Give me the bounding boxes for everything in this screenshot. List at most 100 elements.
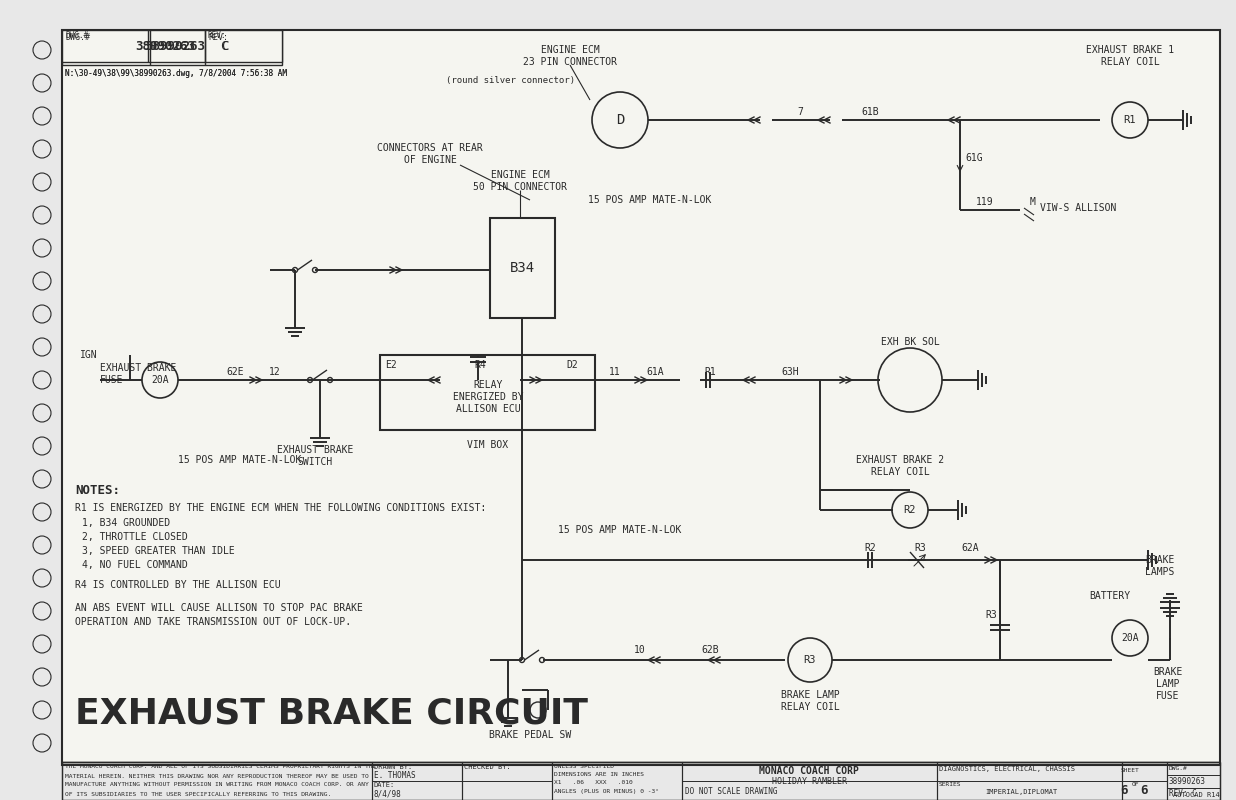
Text: 15 POS AMP MATE-N-LOK: 15 POS AMP MATE-N-LOK bbox=[588, 195, 712, 205]
Text: OF ITS SUBSIDIARIES TO THE USER SPECIFICALLY REFERRING TO THIS DRAWING.: OF ITS SUBSIDIARIES TO THE USER SPECIFIC… bbox=[66, 791, 331, 797]
Text: 119: 119 bbox=[976, 197, 994, 207]
Text: IMPERIAL,DIPLOMAT: IMPERIAL,DIPLOMAT bbox=[985, 789, 1057, 795]
Circle shape bbox=[33, 503, 51, 521]
Circle shape bbox=[33, 272, 51, 290]
Bar bbox=[489, 218, 555, 318]
Text: DIAGNOSTICS, ELECTRICAL, CHASSIS: DIAGNOSTICS, ELECTRICAL, CHASSIS bbox=[939, 766, 1075, 772]
Text: 62E: 62E bbox=[226, 367, 243, 377]
Text: 61A: 61A bbox=[646, 367, 664, 377]
Bar bbox=[1167, 762, 1220, 800]
Text: D: D bbox=[616, 113, 624, 127]
Text: R2: R2 bbox=[864, 543, 876, 553]
Circle shape bbox=[33, 470, 51, 488]
Text: 6: 6 bbox=[1120, 785, 1127, 798]
Text: LAMP: LAMP bbox=[1156, 679, 1179, 689]
Circle shape bbox=[308, 378, 313, 382]
Text: R3: R3 bbox=[915, 543, 926, 553]
Text: D2: D2 bbox=[566, 360, 578, 370]
Circle shape bbox=[33, 602, 51, 620]
Text: FUSE: FUSE bbox=[100, 375, 124, 385]
Text: EXHAUST BRAKE: EXHAUST BRAKE bbox=[100, 363, 177, 373]
Text: EXH BK SOL: EXH BK SOL bbox=[880, 337, 939, 347]
Text: 61B: 61B bbox=[861, 107, 879, 117]
Circle shape bbox=[293, 267, 298, 273]
Text: HOLIDAY RAMBLER: HOLIDAY RAMBLER bbox=[771, 777, 847, 786]
Circle shape bbox=[33, 701, 51, 719]
Text: N:\30-49\38\99\38990263.dwg, 7/8/2004 7:56:38 AM: N:\30-49\38\99\38990263.dwg, 7/8/2004 7:… bbox=[66, 69, 287, 78]
Text: R1: R1 bbox=[1124, 115, 1136, 125]
Bar bbox=[462, 762, 552, 800]
Text: EXHAUST BRAKE CIRCUIT: EXHAUST BRAKE CIRCUIT bbox=[75, 697, 588, 731]
Text: MATERIAL HEREIN. NEITHER THIS DRAWING NOR ANY REPRODUCTION THEREOF MAY BE USED T: MATERIAL HEREIN. NEITHER THIS DRAWING NO… bbox=[66, 774, 368, 778]
Text: SERIES: SERIES bbox=[939, 782, 962, 786]
Text: 12: 12 bbox=[269, 367, 281, 377]
Circle shape bbox=[33, 338, 51, 356]
Circle shape bbox=[33, 635, 51, 653]
Circle shape bbox=[33, 734, 51, 752]
Text: R1 IS ENERGIZED BY THE ENGINE ECM WHEN THE FOLLOWING CONDITIONS EXIST:: R1 IS ENERGIZED BY THE ENGINE ECM WHEN T… bbox=[75, 503, 486, 513]
Text: 11: 11 bbox=[609, 367, 620, 377]
Text: 23 PIN CONNECTOR: 23 PIN CONNECTOR bbox=[523, 57, 617, 67]
Text: FUSE: FUSE bbox=[1156, 691, 1179, 701]
Text: BRAKE LAMP: BRAKE LAMP bbox=[781, 690, 839, 700]
Text: 6: 6 bbox=[1141, 785, 1148, 798]
Text: VIM BOX: VIM BOX bbox=[467, 440, 508, 450]
Text: 7: 7 bbox=[797, 107, 803, 117]
Text: 63H: 63H bbox=[781, 367, 798, 377]
Text: 20A: 20A bbox=[151, 375, 169, 385]
Circle shape bbox=[33, 41, 51, 59]
Text: M: M bbox=[1030, 197, 1036, 207]
Text: E2: E2 bbox=[384, 360, 397, 370]
Text: ALLISON ECU: ALLISON ECU bbox=[456, 404, 520, 414]
Text: BATTERY: BATTERY bbox=[1089, 591, 1131, 601]
Text: 50 PIN CONNECTOR: 50 PIN CONNECTOR bbox=[473, 182, 567, 192]
Circle shape bbox=[519, 658, 524, 662]
Text: DO NOT SCALE DRAWING: DO NOT SCALE DRAWING bbox=[685, 786, 777, 795]
Text: BRAKE: BRAKE bbox=[1145, 555, 1174, 565]
Circle shape bbox=[33, 206, 51, 224]
Text: 38990263: 38990263 bbox=[135, 41, 195, 54]
Circle shape bbox=[33, 569, 51, 587]
Text: LAMPS: LAMPS bbox=[1145, 567, 1174, 577]
Text: R3: R3 bbox=[985, 610, 996, 620]
Circle shape bbox=[33, 404, 51, 422]
Text: 38990263: 38990263 bbox=[145, 41, 205, 54]
Text: RELAY: RELAY bbox=[473, 380, 503, 390]
Bar bbox=[379, 355, 595, 430]
Text: R3: R3 bbox=[803, 655, 816, 665]
Text: 62B: 62B bbox=[701, 645, 719, 655]
Text: DWG.#: DWG.# bbox=[66, 33, 90, 42]
Circle shape bbox=[33, 140, 51, 158]
Text: DIMENSIONS ARE IN INCHES: DIMENSIONS ARE IN INCHES bbox=[554, 773, 644, 778]
Text: ENGINE ECM: ENGINE ECM bbox=[540, 45, 599, 55]
Circle shape bbox=[539, 658, 545, 662]
Text: 2, THROTTLE CLOSED: 2, THROTTLE CLOSED bbox=[82, 532, 188, 542]
Bar bbox=[372, 762, 462, 800]
Text: N:\30-49\38\99\38990263.dwg, 7/8/2004 7:56:38 AM: N:\30-49\38\99\38990263.dwg, 7/8/2004 7:… bbox=[66, 69, 287, 78]
Text: ANGLES (PLUS OR MINUS) 0 -3°: ANGLES (PLUS OR MINUS) 0 -3° bbox=[554, 790, 659, 794]
Circle shape bbox=[313, 267, 318, 273]
Text: R4 IS CONTROLLED BY THE ALLISON ECU: R4 IS CONTROLLED BY THE ALLISON ECU bbox=[75, 580, 281, 590]
Circle shape bbox=[33, 239, 51, 257]
Text: EXHAUST BRAKE 2: EXHAUST BRAKE 2 bbox=[857, 455, 944, 465]
Text: VIW-S ALLISON: VIW-S ALLISON bbox=[1039, 203, 1116, 213]
Circle shape bbox=[530, 702, 546, 718]
Circle shape bbox=[33, 74, 51, 92]
Text: BRAKE PEDAL SW: BRAKE PEDAL SW bbox=[489, 730, 571, 740]
Text: RELAY COIL: RELAY COIL bbox=[1100, 57, 1159, 67]
Text: SWITCH: SWITCH bbox=[298, 457, 332, 467]
Text: RELAY COIL: RELAY COIL bbox=[870, 467, 929, 477]
Text: B34: B34 bbox=[509, 261, 534, 275]
Text: DWG.#: DWG.# bbox=[66, 31, 88, 41]
Text: C: C bbox=[220, 41, 227, 54]
Text: OF ENGINE: OF ENGINE bbox=[404, 155, 456, 165]
Text: DATE:: DATE: bbox=[375, 782, 396, 788]
Text: AN ABS EVENT WILL CAUSE ALLISON TO STOP PAC BRAKE: AN ABS EVENT WILL CAUSE ALLISON TO STOP … bbox=[75, 603, 363, 613]
Text: DRAWN BY:: DRAWN BY: bbox=[375, 764, 413, 770]
Text: NOTES:: NOTES: bbox=[75, 483, 120, 497]
Text: MONACO COACH CORP: MONACO COACH CORP bbox=[759, 766, 859, 776]
Circle shape bbox=[33, 305, 51, 323]
Circle shape bbox=[328, 378, 332, 382]
Text: CHECKED BY:: CHECKED BY: bbox=[464, 764, 510, 770]
Text: 38990263: 38990263 bbox=[1168, 777, 1205, 786]
